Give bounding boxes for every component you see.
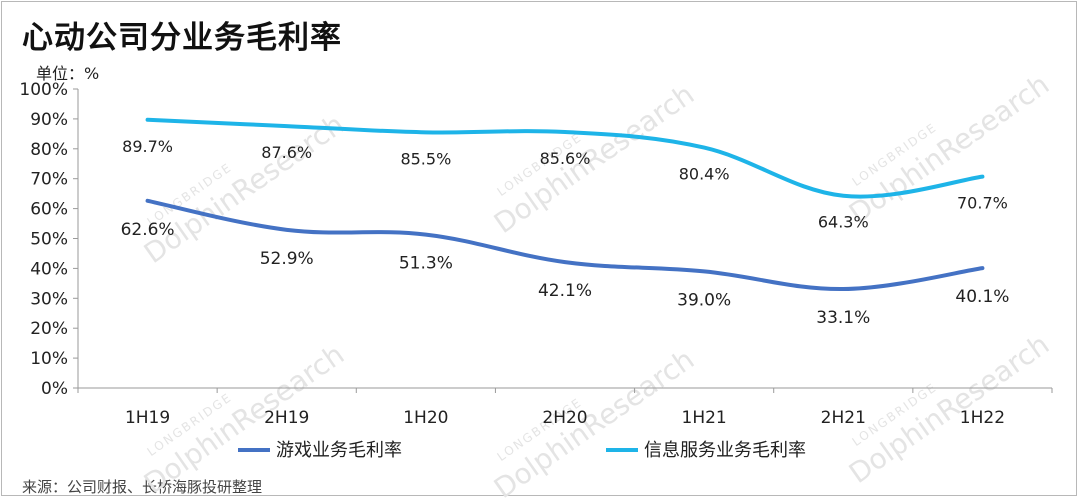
data-label-info: 64.3%: [818, 213, 869, 232]
watermark-name: DolphinResearch: [843, 328, 1055, 490]
watermark-name: DolphinResearch: [138, 108, 350, 270]
data-label-game: 62.6%: [121, 220, 175, 240]
x-tick-label: 2H21: [821, 408, 866, 428]
y-tick-label: 50%: [30, 230, 68, 250]
y-tick-label: 60%: [30, 200, 68, 220]
series-line-info: [145, 117, 985, 199]
x-tick-label: 1H20: [403, 408, 448, 428]
x-tick-label: 1H22: [960, 408, 1005, 428]
series-layer: [145, 117, 985, 292]
data-label-info: 85.5%: [400, 149, 451, 168]
data-label-game: 52.9%: [260, 249, 314, 269]
unit-label: 单位：%: [36, 64, 100, 83]
legend-label: 游戏业务毛利率: [276, 440, 402, 461]
data-label-info: 89.7%: [122, 137, 173, 156]
watermark-name: DolphinResearch: [488, 78, 700, 240]
y-tick-label: 0%: [41, 379, 68, 399]
series-line-game: [145, 198, 985, 292]
legend-label: 信息服务业务毛利率: [644, 440, 806, 461]
data-labels-layer: 62.6% 52.9% 51.3% 42.1% 39.0% 33.1% 40.1% 89.7%…: [121, 137, 1010, 328]
y-tick-label: 20%: [30, 319, 68, 339]
y-tick-label: 90%: [30, 110, 68, 130]
axes-layer: 0% 10% 20% 30% 40% 50% 60% 70% 80% 90% 100% 1H19 2H1…: [19, 80, 1053, 428]
data-label-game: 42.1%: [538, 281, 592, 301]
watermark-name: DolphinResearch: [843, 68, 1055, 230]
y-tick-label: 30%: [30, 289, 68, 309]
data-label-info: 87.6%: [261, 143, 312, 162]
x-tick-label: 2H19: [264, 408, 309, 428]
data-label-game: 40.1%: [955, 287, 1009, 307]
data-label-info: 70.7%: [957, 194, 1008, 213]
chart-title: 心动公司分业务毛利率: [22, 20, 342, 56]
y-tick-label: 10%: [30, 349, 68, 369]
data-label-game: 39.0%: [677, 290, 731, 310]
x-tick-label: 1H21: [682, 408, 727, 428]
x-tick-label: 2H20: [542, 408, 587, 428]
y-tick-label: 70%: [30, 170, 68, 190]
source-note: 来源：公司财报、长桥海豚投研整理: [22, 478, 263, 496]
data-label-game: 33.1%: [816, 308, 870, 328]
y-tick-label: 40%: [30, 259, 68, 279]
data-label-game: 51.3%: [399, 254, 453, 274]
watermark-name: DolphinResearch: [488, 343, 700, 499]
x-tick-label: 1H19: [125, 408, 170, 428]
data-label-info: 80.4%: [679, 165, 730, 184]
y-tick-label: 100%: [19, 80, 68, 100]
data-label-info: 85.6%: [540, 149, 591, 168]
legend: 游戏业务毛利率 信息服务业务毛利率: [238, 440, 806, 461]
y-tick-label: 80%: [30, 140, 68, 160]
